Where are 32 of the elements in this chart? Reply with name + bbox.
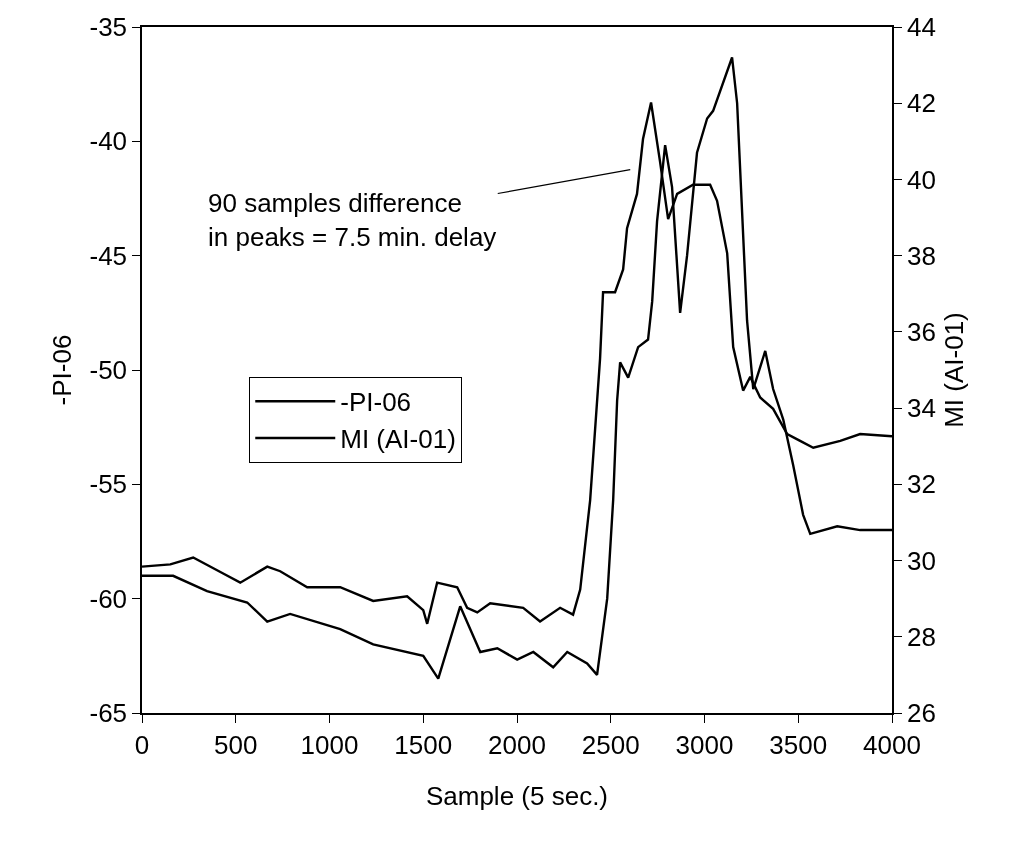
y-tick-label: -35: [89, 12, 128, 43]
y2-tick-label: 32: [906, 469, 936, 500]
y2-tick-label: 38: [906, 240, 936, 271]
y2-tick-label: 44: [906, 12, 936, 43]
y-tick-label: -40: [89, 126, 128, 157]
x-tick-label: 1500: [394, 729, 453, 760]
y-tick-label: -50: [89, 355, 128, 386]
x-tick-label: 4000: [863, 729, 921, 760]
x-tick-label: 3500: [769, 729, 828, 760]
x-tick-label: 3000: [675, 729, 734, 760]
y2-tick-label: 34: [906, 393, 936, 424]
y2-tick-label: 30: [906, 545, 936, 576]
x-axis-title: Sample (5 sec.): [425, 781, 609, 812]
y-tick-label: -60: [89, 583, 128, 614]
legend-label: -PI-06: [340, 387, 412, 418]
x-tick-label: 1000: [300, 729, 359, 760]
y2-tick-label: 26: [906, 698, 936, 729]
y-tick-label: -45: [89, 240, 128, 271]
y2-axis-title: MI (AI-01): [939, 312, 970, 428]
y2-tick-label: 36: [906, 316, 936, 347]
annotation: 90 samples difference in peaks = 7.5 min. delay: [208, 188, 497, 252]
y2-tick-label: 42: [906, 88, 936, 119]
x-tick-label: 2500: [581, 729, 640, 760]
y2-tick-label: 28: [906, 621, 936, 652]
x-tick-label: 2000: [488, 729, 546, 760]
legend-label: MI (AI-01): [340, 424, 456, 455]
y-tick-label: -55: [89, 469, 128, 500]
x-tick-label: 500: [214, 729, 258, 760]
y-tick-label: -65: [89, 698, 128, 729]
x-tick-label: 0: [134, 729, 150, 760]
y-axis-title: -PI-06: [47, 334, 78, 406]
y2-tick-label: 40: [906, 164, 936, 195]
